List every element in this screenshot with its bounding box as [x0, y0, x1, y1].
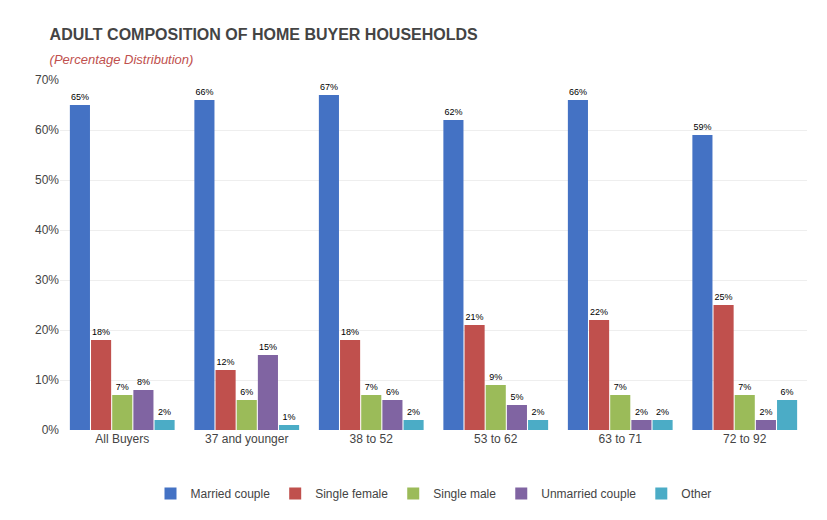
svg-text:6%: 6%	[240, 387, 253, 397]
svg-text:70%: 70%	[35, 73, 59, 87]
svg-text:59%: 59%	[693, 122, 711, 132]
svg-text:22%: 22%	[590, 307, 608, 317]
svg-text:20%: 20%	[35, 323, 59, 337]
svg-text:15%: 15%	[259, 342, 277, 352]
svg-text:2%: 2%	[407, 407, 420, 417]
svg-text:72 to 92: 72 to 92	[723, 432, 767, 446]
svg-text:Single male: Single male	[433, 487, 496, 501]
svg-text:9%: 9%	[489, 372, 502, 382]
svg-text:0%: 0%	[42, 423, 60, 437]
svg-text:40%: 40%	[35, 223, 59, 237]
svg-text:2%: 2%	[759, 407, 772, 417]
svg-text:7%: 7%	[614, 382, 627, 392]
svg-text:18%: 18%	[341, 327, 359, 337]
svg-text:7%: 7%	[365, 382, 378, 392]
svg-text:10%: 10%	[35, 373, 59, 387]
svg-text:25%: 25%	[715, 292, 733, 302]
svg-text:Married couple: Married couple	[191, 487, 271, 501]
svg-text:2%: 2%	[635, 407, 648, 417]
svg-text:7%: 7%	[116, 382, 129, 392]
svg-text:ADULT COMPOSITION OF HOME BUYE: ADULT COMPOSITION OF HOME BUYER HOUSEHOL…	[50, 26, 478, 43]
svg-text:65%: 65%	[71, 92, 89, 102]
svg-text:63 to 71: 63 to 71	[599, 432, 643, 446]
svg-text:1%: 1%	[283, 412, 296, 422]
svg-text:Other: Other	[681, 487, 711, 501]
svg-text:All Buyers: All Buyers	[95, 432, 149, 446]
svg-text:60%: 60%	[35, 123, 59, 137]
svg-text:(Percentage Distribution): (Percentage Distribution)	[50, 52, 194, 67]
svg-text:38 to 52: 38 to 52	[350, 432, 394, 446]
svg-text:6%: 6%	[386, 387, 399, 397]
svg-text:Single female: Single female	[315, 487, 388, 501]
svg-text:8%: 8%	[137, 377, 150, 387]
svg-text:18%: 18%	[92, 327, 110, 337]
svg-text:50%: 50%	[35, 173, 59, 187]
svg-text:7%: 7%	[738, 382, 751, 392]
svg-text:5%: 5%	[510, 392, 523, 402]
svg-text:67%: 67%	[320, 82, 338, 92]
svg-text:Unmarried couple: Unmarried couple	[541, 487, 636, 501]
svg-text:2%: 2%	[158, 407, 171, 417]
svg-text:66%: 66%	[569, 87, 587, 97]
svg-text:21%: 21%	[466, 312, 484, 322]
svg-text:2%: 2%	[656, 407, 669, 417]
svg-text:53 to 62: 53 to 62	[474, 432, 518, 446]
svg-text:6%: 6%	[781, 387, 794, 397]
svg-text:62%: 62%	[444, 107, 462, 117]
svg-text:66%: 66%	[195, 87, 213, 97]
svg-text:12%: 12%	[217, 357, 235, 367]
svg-text:37 and younger: 37 and younger	[205, 432, 288, 446]
svg-text:2%: 2%	[532, 407, 545, 417]
svg-text:30%: 30%	[35, 273, 59, 287]
